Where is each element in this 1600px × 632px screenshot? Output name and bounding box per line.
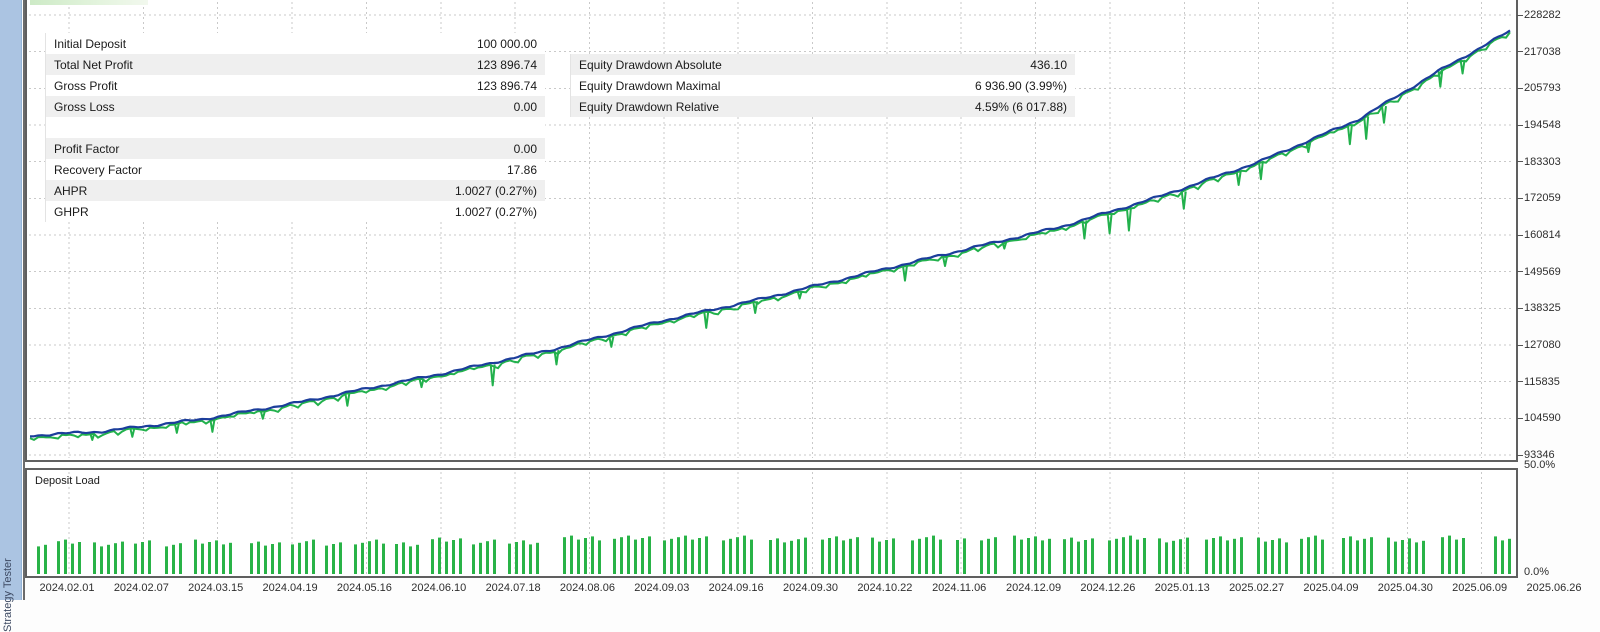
y-axis-label: 217038 xyxy=(1524,45,1561,58)
stat-value: 1.0027 (0.27%) xyxy=(454,204,537,219)
x-axis-date-label: 2024.09.16 xyxy=(708,582,764,594)
statistics-row: Total Net Profit 123 896.74 xyxy=(46,54,545,75)
stat-value: 436.10 xyxy=(1030,57,1067,72)
stat-value: 123 896.74 xyxy=(476,78,537,93)
y-axis-label: 172059 xyxy=(1524,192,1561,205)
y-axis-tick xyxy=(1517,51,1523,53)
y-axis-label: 194548 xyxy=(1524,119,1561,131)
stat-label: Recovery Factor xyxy=(54,162,143,177)
statistics-row: GHPR 1.0027 (0.27%) xyxy=(46,201,545,222)
y-axis-label: 160814 xyxy=(1524,229,1561,241)
clipped-chart-title-fragment xyxy=(30,0,148,5)
y-axis-tick xyxy=(1517,381,1523,383)
y-axis-label: 138325 xyxy=(1524,302,1561,315)
panel-left-edge xyxy=(23,0,25,600)
y-axis-tick xyxy=(1517,417,1523,419)
drawdown-row: Equity Drawdown Relative 4.59% (6 017.88) xyxy=(571,96,1075,117)
y-axis-tick xyxy=(1517,344,1523,346)
x-axis-date-label: 2024.03.15 xyxy=(188,582,244,594)
statistics-row: Gross Profit 123 896.74 xyxy=(46,75,545,96)
y-axis-tick xyxy=(1517,124,1523,126)
drawdown-row: Equity Drawdown Maximal 6 936.90 (3.99%) xyxy=(571,75,1075,96)
x-axis-date-label: 2024.06.10 xyxy=(411,582,467,594)
stat-value: 1.0027 (0.27%) xyxy=(454,183,537,198)
x-axis-date-label: 2024.02.07 xyxy=(113,582,169,594)
stat-label: Gross Profit xyxy=(54,78,118,93)
statistics-row: AHPR 1.0027 (0.27%) xyxy=(46,180,545,201)
y-axis-tick xyxy=(1517,271,1523,273)
stat-value: 4.59% (6 017.88) xyxy=(974,99,1067,114)
stat-value: 123 896.74 xyxy=(476,57,537,72)
y-axis-label: 205793 xyxy=(1524,82,1561,95)
stat-label: Equity Drawdown Absolute xyxy=(579,57,722,72)
y-axis-label: 183303 xyxy=(1524,155,1561,168)
drawdown-table: Equity Drawdown Absolute 436.10 Equity Dra… xyxy=(570,54,1075,117)
x-axis-date-label: 2024.09.03 xyxy=(634,582,690,594)
stat-label: GHPR xyxy=(54,204,89,219)
strategy-tester-sidebar[interactable]: Strategy Tester xyxy=(0,0,22,632)
y-axis-label: 149569 xyxy=(1524,265,1561,278)
x-axis-date-label: 2024.12.26 xyxy=(1080,582,1136,594)
x-axis-date-label: 2025.06.26 xyxy=(1526,582,1582,594)
x-axis-date-label: 2024.05.16 xyxy=(336,582,392,594)
x-axis-date-label: 2025.06.09 xyxy=(1452,582,1508,594)
y-axis-label: 104590 xyxy=(1524,412,1561,425)
stat-label: Gross Loss xyxy=(54,99,115,114)
statistics-row: Profit Factor 0.00 xyxy=(46,138,545,159)
y-axis-tick xyxy=(1517,161,1523,163)
x-axis-date-label: 2024.09.30 xyxy=(782,582,839,594)
x-axis-date-label: 2024.04.19 xyxy=(262,582,318,594)
drawdown-row: Equity Drawdown Absolute 436.10 xyxy=(571,54,1075,75)
stat-label: Profit Factor xyxy=(54,141,120,156)
x-axis-date-label: 2025.04.09 xyxy=(1303,582,1359,594)
load-ymin-label: 0.0% xyxy=(1524,566,1550,578)
statistics-row: Recovery Factor 17.86 xyxy=(46,159,545,180)
y-axis-tick xyxy=(1517,14,1523,16)
x-axis-date-label: 2024.08.06 xyxy=(559,582,615,594)
x-axis-date-label: 2025.04.30 xyxy=(1377,582,1433,594)
x-axis-date-label: 2024.07.18 xyxy=(485,582,541,594)
stat-label: Total Net Profit xyxy=(54,57,133,72)
y-axis-label: 115835 xyxy=(1524,375,1560,388)
stat-value: 0.00 xyxy=(513,99,537,114)
statistics-row: Initial Deposit 100 000.00 xyxy=(46,33,545,54)
statistics-row: Gross Loss 0.00 xyxy=(46,96,545,117)
x-axis-date-label: 2024.10.22 xyxy=(857,582,913,594)
deposit-load-chart[interactable] xyxy=(27,470,1516,576)
stat-label: Equity Drawdown Relative xyxy=(579,99,720,114)
stat-value: 100 000.00 xyxy=(476,36,537,51)
y-axis-tick xyxy=(1517,307,1523,309)
x-axis-date-label: 2024.12.09 xyxy=(1006,582,1062,594)
x-axis-date-label: 2024.11.06 xyxy=(932,582,987,594)
statistics-table: Initial Deposit 100 000.00 Total Net Profi… xyxy=(45,33,545,222)
x-axis-date-label: 2024.02.01 xyxy=(39,582,95,594)
y-axis-tick xyxy=(1517,454,1523,456)
stat-value: 0.00 xyxy=(513,141,537,156)
x-axis-date-label: 2025.01.13 xyxy=(1154,582,1210,594)
y-axis-tick xyxy=(1517,234,1523,236)
deposit-load-panel[interactable]: Deposit Load xyxy=(25,468,1518,578)
x-axis-date-label: 2025.02.27 xyxy=(1229,582,1285,594)
statistics-spacer-row xyxy=(46,117,545,138)
y-axis-label: 93346 xyxy=(1524,449,1555,461)
deposit-load-title: Deposit Load xyxy=(35,475,100,487)
y-axis-tick xyxy=(1517,197,1523,199)
y-axis-label: 228282 xyxy=(1524,9,1561,21)
stat-label: AHPR xyxy=(54,183,88,198)
stat-value: 6 936.90 (3.99%) xyxy=(974,78,1067,93)
y-axis-label: 127080 xyxy=(1524,339,1561,351)
y-axis-tick xyxy=(1517,87,1523,89)
stat-label: Equity Drawdown Maximal xyxy=(579,78,721,93)
load-ymax-label: 50.0% xyxy=(1524,459,1556,471)
strategy-tester-tab-label[interactable]: Strategy Tester xyxy=(2,558,14,632)
stat-value: 17.86 xyxy=(506,162,537,177)
stat-label: Initial Deposit xyxy=(54,36,127,51)
